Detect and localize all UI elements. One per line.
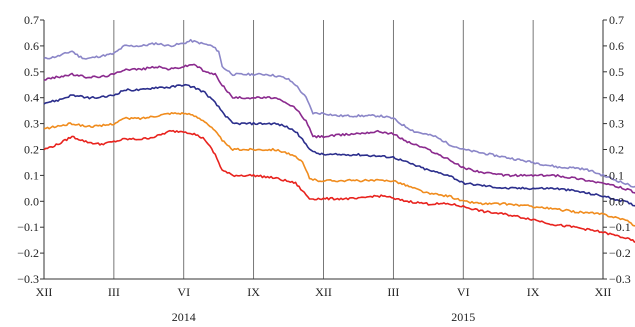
- y-tick-label: 0.3: [24, 117, 39, 131]
- y-tick-label: 0.6: [609, 39, 624, 53]
- x-tick-label: IX: [527, 285, 540, 299]
- y-tick-label: 0.4: [24, 91, 39, 105]
- y-tick-label: −0.3: [17, 272, 39, 286]
- y-tick-label: −0.1: [17, 220, 39, 234]
- y-tick-label: 0.1: [24, 168, 39, 182]
- x-tick-label: III: [108, 285, 120, 299]
- y-tick-label: 0.1: [609, 168, 624, 182]
- x-tick-label: VI: [177, 285, 190, 299]
- y-tick-label: 0.5: [609, 65, 624, 79]
- y-tick-labels-right: 0.7 0.6 0.5 0.4 0.3 0.2 0.1 0.0 −0.1 −0.2 −0.3: [609, 13, 631, 286]
- y-tick-label: −0.1: [609, 220, 631, 234]
- series-group: [43, 38, 635, 243]
- series-line: [43, 83, 635, 207]
- y-tick-label: 0.5: [24, 65, 39, 79]
- year-labels: 2014 2015: [172, 310, 476, 324]
- x-tick-labels: XII III VI IX XII III VI IX XII: [36, 285, 612, 299]
- y-tick-label: 0.2: [24, 143, 39, 157]
- y-tick-label: 0.3: [609, 117, 624, 131]
- x-tick-label: XII: [595, 285, 612, 299]
- year-label: 2014: [172, 310, 196, 324]
- y-tick-labels-left: 0.7 0.6 0.5 0.4 0.3 0.2 0.1 0.0 −0.1 −0.2 −0.3: [17, 13, 39, 286]
- series-line: [44, 112, 635, 227]
- y-tick-label: −0.2: [609, 246, 631, 260]
- series-line: [43, 129, 635, 243]
- axes: [40, 19, 607, 280]
- y-tick-label: −0.3: [609, 272, 631, 286]
- y-tick-label: 0.2: [609, 143, 624, 157]
- series-line: [43, 38, 635, 188]
- vertical-gridlines: [113, 20, 534, 279]
- x-tick-label: IX: [247, 285, 260, 299]
- x-tick-label: III: [387, 285, 399, 299]
- year-label: 2015: [451, 310, 475, 324]
- y-tick-label: 0.7: [24, 13, 39, 27]
- y-tick-label: 0.0: [24, 194, 39, 208]
- x-tick-label: XII: [36, 285, 53, 299]
- y-tick-label: −0.2: [17, 246, 39, 260]
- y-tick-label: 0.6: [24, 39, 39, 53]
- y-tick-label: 0.7: [609, 13, 624, 27]
- y-tick-label: 0.4: [609, 91, 624, 105]
- x-tick-label: VI: [457, 285, 470, 299]
- y-tick-label: 0.0: [609, 194, 624, 208]
- x-tick-label: XII: [315, 285, 332, 299]
- series-line: [43, 63, 635, 194]
